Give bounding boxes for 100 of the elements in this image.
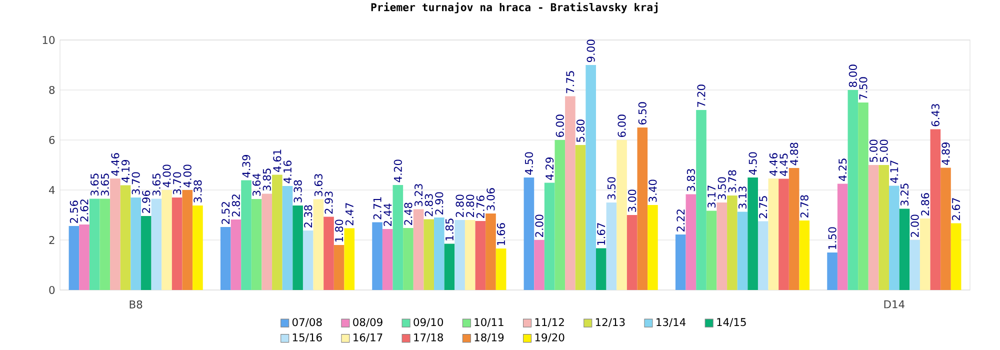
bar (920, 218, 930, 290)
data-label: 4.46 (111, 153, 120, 176)
y-tick-label: 8 (49, 86, 55, 94)
legend-label: 17/18 (414, 333, 443, 342)
data-label: 2.00 (535, 214, 544, 237)
data-label: 7.20 (697, 84, 706, 107)
bar (848, 90, 858, 290)
data-label: 6.00 (618, 114, 626, 137)
data-label: 4.00 (162, 164, 171, 188)
data-label: 5.80 (576, 120, 585, 142)
bar (748, 178, 758, 290)
bar (696, 110, 706, 290)
data-label: 2.56 (70, 200, 78, 223)
bar (220, 227, 231, 290)
data-label: 1.85 (445, 218, 454, 240)
data-label: 2.52 (222, 202, 230, 224)
legend-label: 14/15 (717, 318, 746, 327)
bar (334, 245, 344, 290)
data-label: 3.78 (728, 170, 736, 192)
data-label: 7.50 (859, 77, 868, 100)
data-label: 4.16 (283, 160, 292, 184)
data-label: 3.83 (686, 169, 695, 192)
bar (241, 180, 252, 290)
data-label: 2.67 (952, 198, 960, 220)
y-tick-label: 6 (49, 136, 55, 144)
data-label: 5.00 (870, 140, 878, 162)
bar (837, 184, 848, 290)
data-label: 2.86 (921, 193, 930, 216)
bar (403, 228, 414, 290)
bar (262, 194, 272, 290)
bar (778, 178, 789, 290)
data-label: 2.47 (345, 203, 354, 226)
data-label: 2.44 (384, 204, 392, 226)
bar (302, 230, 314, 290)
data-label: 8.00 (848, 64, 857, 87)
bar (68, 226, 80, 290)
data-label: 4.17 (890, 160, 898, 183)
bar (675, 234, 686, 290)
data-label: 2.00 (910, 214, 919, 237)
legend-label: 12/13 (596, 318, 625, 327)
data-label: 2.96 (142, 190, 150, 213)
bar (616, 140, 627, 290)
bar (727, 196, 738, 290)
data-label: 7.75 (566, 71, 574, 94)
bar (444, 244, 455, 290)
data-label: 4.89 (942, 142, 950, 165)
data-label: 3.38 (294, 180, 302, 202)
bar (424, 219, 434, 290)
data-label: 6.00 (556, 114, 564, 137)
bar (172, 198, 182, 290)
data-label: 1.67 (597, 223, 606, 245)
bar (324, 216, 334, 290)
bar (626, 215, 638, 290)
chart-title: Priemer turnajov na hraca - Bratislavsky kraj (371, 2, 658, 14)
legend-label: 19/20 (535, 333, 564, 342)
data-label: 2.71 (373, 197, 382, 220)
bar (272, 174, 282, 290)
data-label: 1.66 (497, 223, 506, 246)
data-label: 9.00 (586, 40, 595, 62)
bar (858, 102, 868, 290)
bar (89, 198, 100, 290)
data-label: 3.13 (738, 186, 747, 209)
bar (79, 224, 90, 290)
bar (565, 96, 576, 290)
bar (878, 164, 890, 290)
legend-label: 10/11 (474, 318, 504, 327)
data-label: 4.45 (780, 154, 788, 176)
bar (413, 209, 424, 290)
data-label: 3.17 (708, 186, 716, 208)
bar (454, 220, 465, 290)
bar (899, 208, 910, 290)
bar (192, 206, 203, 290)
bar (768, 178, 779, 290)
legend-label: 13/14 (656, 318, 686, 327)
data-label: 4.61 (273, 150, 282, 172)
data-label: 1.50 (828, 227, 836, 250)
data-label: 3.65 (90, 174, 99, 196)
data-label: 2.38 (304, 205, 312, 228)
bar (486, 214, 496, 290)
x-tick-label: B8 (130, 300, 142, 308)
data-label: 3.25 (900, 184, 909, 206)
data-label: 2.22 (676, 210, 685, 232)
data-label: 4.29 (546, 157, 554, 180)
bar (534, 240, 544, 290)
data-label: 3.70 (173, 172, 182, 194)
bar (182, 190, 193, 290)
bar (827, 252, 838, 290)
data-label: 2.78 (800, 195, 808, 218)
legend-label: 11/12 (535, 318, 564, 327)
data-label: 6.43 (931, 104, 940, 126)
legend-label: 08/09 (353, 318, 382, 327)
bar (475, 220, 486, 290)
bar (575, 145, 586, 290)
bar (799, 220, 810, 290)
bar (282, 186, 293, 290)
legend-label: 18/19 (474, 333, 504, 342)
bar (372, 222, 382, 290)
data-label: 3.63 (314, 174, 322, 196)
data-label: 3.65 (100, 174, 109, 196)
bar (251, 199, 262, 290)
